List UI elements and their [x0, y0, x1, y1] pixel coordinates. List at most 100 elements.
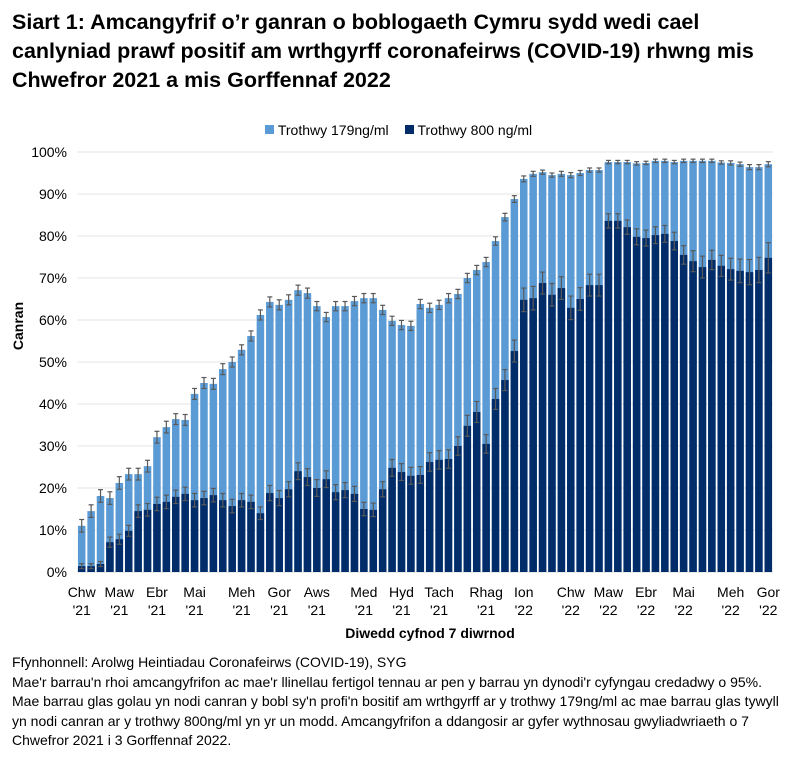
error-bar [464, 272, 470, 284]
error-bar [98, 560, 104, 568]
error-bar [163, 494, 169, 510]
error-bar [173, 413, 179, 426]
error-bar [624, 159, 630, 165]
bar-800 [472, 411, 481, 572]
bar-800 [369, 509, 378, 572]
x-tick-label: Med [350, 584, 377, 600]
y-tick-label: 90% [39, 186, 67, 202]
error-bar [634, 228, 640, 246]
error-bar [295, 462, 301, 481]
error-bar [145, 502, 151, 517]
error-bar [746, 164, 752, 171]
x-tick-label: Maw [105, 584, 135, 600]
error-bar [248, 494, 254, 510]
error-bar [342, 300, 348, 312]
x-tick-label: Meh [228, 584, 255, 600]
error-bar [530, 170, 536, 177]
error-bar [201, 490, 207, 506]
error-bar [718, 254, 724, 277]
error-bar [511, 195, 517, 203]
footer: Ffynhonnell: Arolwg Heintiadau Coronafei… [12, 653, 792, 751]
bar-800 [341, 490, 349, 572]
error-bar [380, 304, 386, 316]
error-bar [427, 452, 433, 472]
x-tick-label: Gor [757, 584, 781, 600]
source-note: Ffynhonnell: Arolwg Heintiadau Coronafei… [12, 654, 407, 670]
error-bar [323, 470, 329, 489]
bar-179 [284, 299, 293, 572]
error-bar [587, 273, 593, 297]
error-bar [464, 414, 470, 437]
bar-179 [106, 498, 114, 572]
x-tick-label: Ebr [146, 584, 168, 600]
y-tick-label: 40% [39, 396, 67, 412]
error-bar [192, 492, 198, 508]
bar-179 [237, 349, 246, 572]
y-tick-label: 0% [47, 564, 67, 580]
chart-title: Siart 1: Amcangyfrif o’r ganran o boblog… [12, 10, 754, 92]
bar-800 [632, 236, 641, 572]
error-bar [540, 169, 546, 175]
x-tick-year: '21 [73, 602, 91, 618]
error-bar [257, 309, 263, 321]
x-tick-year: '21 [232, 602, 250, 618]
x-tick-year: '21 [477, 602, 495, 618]
error-bar [361, 501, 367, 517]
error-bar [502, 212, 508, 222]
error-bar [154, 430, 160, 444]
error-bar [333, 300, 339, 312]
bar-800 [491, 398, 500, 572]
bar-800 [331, 492, 340, 572]
error-bar [671, 231, 677, 251]
footnote: Mae'r barrau'n rhoi amcangyfrifon ac mae… [12, 673, 779, 749]
error-bar [88, 562, 94, 570]
error-bar [737, 258, 743, 284]
error-bar [643, 160, 649, 166]
y-tick-label: 50% [39, 354, 67, 370]
bar-800 [548, 294, 556, 572]
error-bar [276, 299, 282, 311]
error-bar [493, 387, 499, 411]
bar-800 [96, 564, 105, 572]
bar-179 [378, 309, 387, 572]
x-tick-label: Maw [594, 584, 624, 600]
error-bar [756, 256, 762, 284]
x-tick-label: Aws [304, 584, 330, 600]
error-bar [126, 467, 132, 481]
error-bar [718, 160, 724, 165]
error-bar [333, 484, 339, 501]
bar-800 [745, 272, 754, 572]
error-bar [558, 276, 564, 301]
bar-800 [538, 283, 547, 572]
bar-800 [134, 511, 142, 572]
error-bar [295, 284, 301, 296]
x-tick-year: '22 [515, 602, 533, 618]
y-tick-label: 20% [39, 480, 67, 496]
bar-179 [435, 304, 443, 572]
legend-item-179: Trothwy 179ng/ml [264, 122, 389, 138]
bar-179 [454, 293, 462, 572]
error-bar [135, 504, 141, 519]
error-bar [229, 356, 235, 368]
error-bar [408, 320, 414, 332]
bar-179 [350, 301, 359, 572]
bar-179 [266, 301, 274, 572]
error-bar [304, 287, 310, 299]
error-bar [652, 158, 658, 164]
error-bar [210, 487, 216, 503]
error-bar [446, 292, 452, 304]
error-bar [436, 450, 442, 470]
bar-800 [661, 233, 669, 572]
bar-179 [200, 383, 208, 572]
error-bar [521, 175, 527, 183]
x-tick-year: '21 [185, 602, 203, 618]
error-bar [690, 158, 696, 164]
error-bar [577, 287, 583, 311]
bar-800 [585, 285, 594, 572]
bar-179 [369, 298, 378, 572]
error-bar [558, 170, 564, 177]
bar-800 [200, 498, 208, 572]
error-bar [314, 479, 320, 497]
x-tick-label: Mai [672, 584, 695, 600]
